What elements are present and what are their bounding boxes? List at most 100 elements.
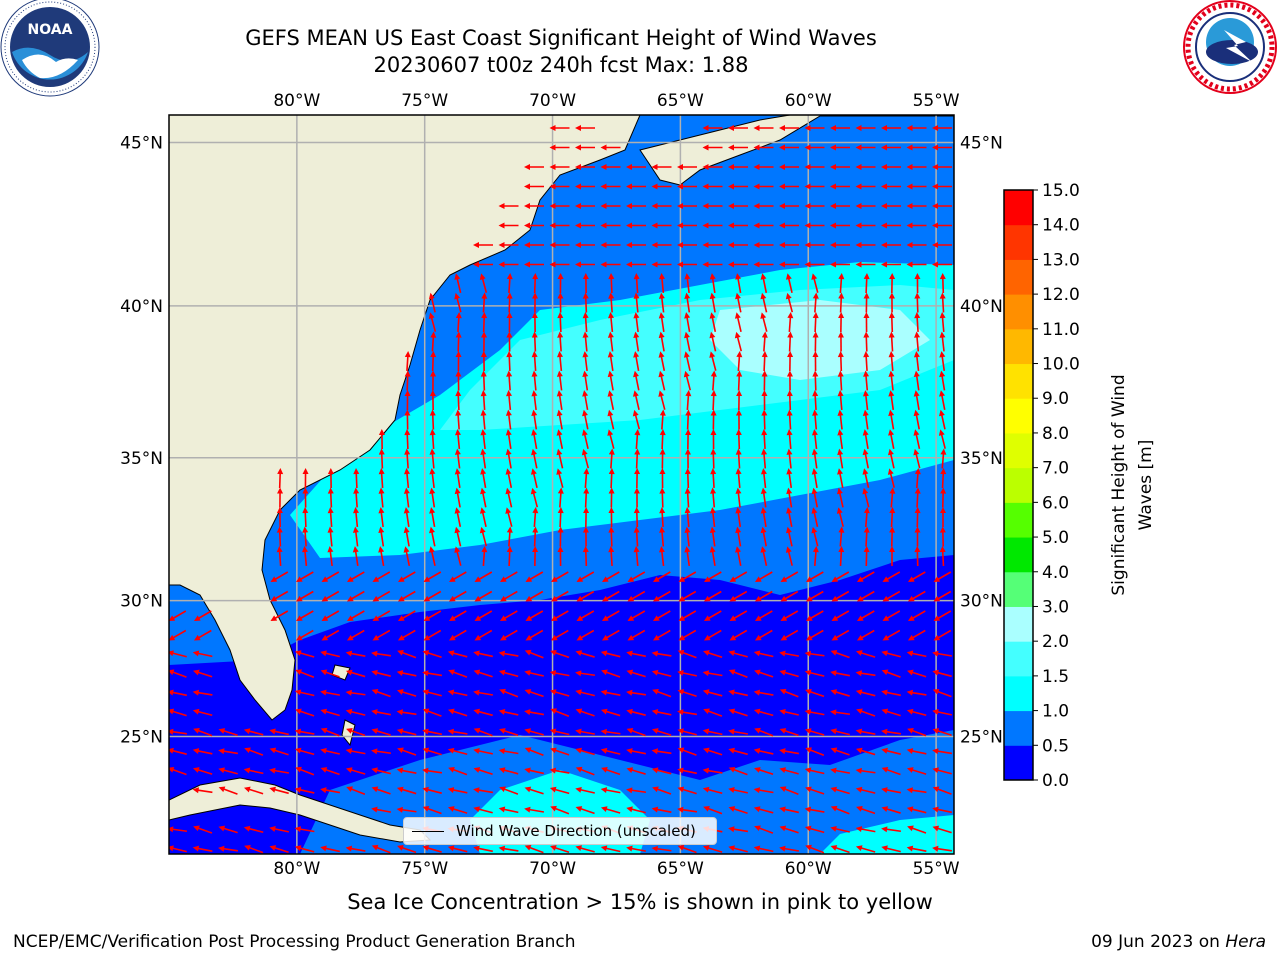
wind-arrow-icon xyxy=(506,292,513,313)
wind-arrow-icon xyxy=(830,709,851,716)
wind-arrow-icon xyxy=(805,629,824,641)
wind-arrow-icon xyxy=(703,747,723,756)
wind-arrow-icon xyxy=(218,825,238,834)
wind-arrow-icon xyxy=(448,708,468,717)
wind-arrow-icon xyxy=(346,571,365,582)
wind-arrow-icon xyxy=(327,507,334,528)
wind-arrow-icon xyxy=(193,669,213,678)
wind-arrow-icon xyxy=(754,669,774,678)
wind-arrow-icon xyxy=(914,312,921,333)
wind-arrow-icon xyxy=(423,571,442,582)
wind-arrow-icon xyxy=(320,727,340,737)
wind-arrow-icon xyxy=(556,468,564,488)
wind-arrow-icon xyxy=(345,708,366,716)
wind-arrow-icon xyxy=(422,689,442,697)
footer-host: Hera xyxy=(1225,932,1266,952)
wind-arrow-icon xyxy=(524,261,544,268)
wind-arrow-icon xyxy=(396,806,417,813)
wind-arrow-icon xyxy=(575,806,595,815)
lat-label-right: 35°N xyxy=(960,449,1003,469)
wind-arrow-icon xyxy=(422,670,443,677)
wind-arrow-icon xyxy=(524,669,544,677)
wind-arrow-icon xyxy=(780,629,799,641)
colorbar-tick-label: 10.0 xyxy=(1042,355,1080,375)
wind-arrow-icon xyxy=(658,370,666,391)
wind-arrow-icon xyxy=(506,331,513,352)
wind-arrow-icon xyxy=(830,242,850,248)
wind-arrow-icon xyxy=(837,468,844,488)
wind-arrow-icon xyxy=(218,786,238,795)
wind-arrow-icon xyxy=(575,670,596,677)
wind-arrow-icon xyxy=(881,689,901,697)
wind-arrow-icon xyxy=(684,331,691,352)
wind-arrow-icon xyxy=(887,448,895,469)
wind-arrow-icon xyxy=(582,351,589,372)
wind-arrow-icon xyxy=(320,767,340,776)
wind-arrow-icon xyxy=(169,747,187,755)
wind-arrow-icon xyxy=(728,242,748,248)
wind-arrow-icon xyxy=(480,370,487,391)
wind-arrow-icon xyxy=(779,767,799,775)
wind-arrow-icon xyxy=(811,468,818,489)
wind-arrow-icon xyxy=(856,708,876,717)
wind-arrow-icon xyxy=(295,610,314,621)
colorbar-segment xyxy=(1004,259,1033,295)
wind-arrow-icon xyxy=(345,669,366,678)
wind-arrow-icon xyxy=(378,507,385,528)
lon-label-bottom: 65°W xyxy=(657,859,704,879)
wind-arrow-icon xyxy=(779,242,799,248)
wind-arrow-icon xyxy=(863,351,870,372)
wind-arrow-icon xyxy=(575,125,595,131)
wind-arrow-icon xyxy=(811,507,819,527)
wind-arrow-icon xyxy=(633,351,640,372)
wind-arrow-icon xyxy=(295,590,314,602)
wind-arrow-icon xyxy=(448,629,467,641)
wind-arrow-icon xyxy=(940,468,947,489)
wind-arrow-icon xyxy=(549,786,570,795)
wind-arrow-icon xyxy=(473,845,493,853)
wind-arrow-icon xyxy=(583,487,590,508)
wind-arrow-icon xyxy=(855,125,876,131)
wind-arrow-icon xyxy=(192,748,213,755)
wind-arrow-icon xyxy=(600,144,621,151)
wind-arrow-icon xyxy=(736,370,743,391)
wind-arrow-icon xyxy=(702,261,723,268)
noaa-logo-text: NOAA xyxy=(28,22,73,38)
wind-arrow-icon xyxy=(804,806,825,813)
wind-arrow-icon xyxy=(677,709,698,716)
wind-arrow-icon xyxy=(524,183,544,190)
wind-arrow-icon xyxy=(320,650,340,658)
wind-arrow-icon xyxy=(709,273,716,294)
wind-arrow-icon xyxy=(855,689,876,697)
wind-arrow-icon xyxy=(447,650,468,658)
wind-arrow-icon xyxy=(601,669,621,678)
wind-arrow-icon xyxy=(933,571,952,582)
wind-arrow-icon xyxy=(786,409,793,430)
wind-arrow-icon xyxy=(557,526,564,547)
wind-arrow-icon xyxy=(396,689,417,697)
wind-arrow-icon xyxy=(269,845,289,853)
wind-arrow-icon xyxy=(403,487,410,508)
wind-arrow-icon xyxy=(480,409,487,430)
wind-arrow-icon xyxy=(480,351,487,372)
wind-arrow-icon xyxy=(632,390,640,410)
wind-arrow-icon xyxy=(728,203,748,209)
wind-arrow-icon xyxy=(557,273,564,294)
wind-arrow-icon xyxy=(735,468,742,489)
wind-arrow-icon xyxy=(855,144,876,151)
wind-arrow-icon xyxy=(320,669,340,678)
wind-arrow-icon xyxy=(581,448,590,469)
wind-arrow-icon xyxy=(447,689,468,697)
wind-arrow-icon xyxy=(856,590,875,602)
wind-arrow-icon xyxy=(600,708,621,717)
wind-arrow-icon xyxy=(702,670,723,677)
wind-arrow-icon xyxy=(320,787,341,794)
wind-arrow-icon xyxy=(429,390,436,411)
wind-arrow-icon xyxy=(677,242,697,248)
wind-arrow-icon xyxy=(837,448,844,469)
wind-arrow-icon xyxy=(804,242,825,248)
wind-arrow-icon xyxy=(805,747,825,757)
wind-arrow-icon xyxy=(269,767,290,774)
wind-arrow-icon xyxy=(939,331,946,352)
colorbar-segment xyxy=(1004,328,1033,365)
